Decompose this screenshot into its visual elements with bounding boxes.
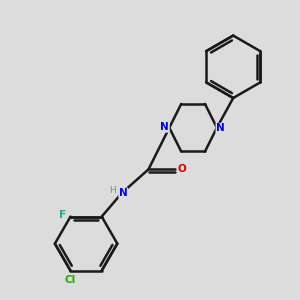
Text: H: H: [110, 186, 116, 195]
Text: N: N: [119, 188, 128, 198]
Text: O: O: [177, 164, 186, 174]
Text: Cl: Cl: [64, 275, 76, 285]
Text: N: N: [216, 123, 225, 133]
Text: F: F: [58, 210, 66, 220]
Text: N: N: [160, 122, 169, 132]
